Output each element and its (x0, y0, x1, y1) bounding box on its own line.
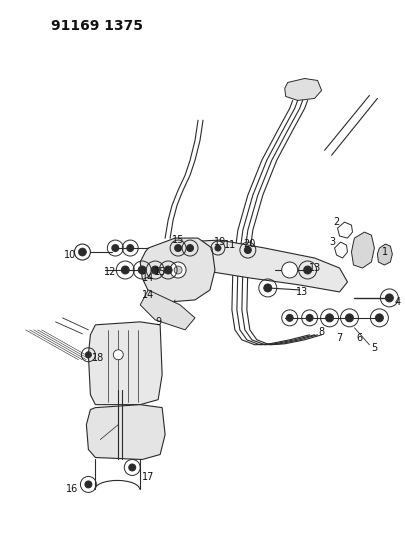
Text: 6: 6 (356, 333, 362, 343)
Circle shape (164, 266, 172, 274)
Polygon shape (140, 290, 195, 330)
Circle shape (306, 314, 313, 321)
Circle shape (113, 350, 123, 360)
Circle shape (386, 294, 393, 302)
Text: 10: 10 (64, 250, 77, 260)
Text: 11: 11 (224, 240, 236, 250)
Polygon shape (86, 405, 165, 459)
Circle shape (85, 481, 92, 488)
Circle shape (127, 245, 134, 252)
Circle shape (151, 266, 159, 274)
Circle shape (286, 314, 293, 321)
Text: 1: 1 (382, 247, 388, 257)
Circle shape (215, 245, 221, 251)
Circle shape (85, 352, 92, 358)
Text: 13: 13 (309, 263, 321, 273)
Polygon shape (88, 322, 162, 405)
Text: 2: 2 (333, 217, 340, 227)
Text: 15: 15 (172, 235, 184, 245)
Circle shape (187, 245, 194, 252)
Text: 16: 16 (66, 484, 79, 495)
Text: 20: 20 (244, 239, 256, 249)
Circle shape (112, 245, 119, 252)
Circle shape (129, 464, 136, 471)
Circle shape (175, 245, 181, 252)
Circle shape (79, 248, 86, 256)
Text: 19: 19 (214, 237, 226, 247)
Text: 3: 3 (330, 237, 336, 247)
Text: 15: 15 (154, 267, 166, 277)
Circle shape (304, 266, 311, 274)
Text: 91169 1375: 91169 1375 (51, 19, 143, 33)
Text: 14: 14 (142, 290, 154, 300)
Text: 4: 4 (394, 297, 401, 307)
Text: 17: 17 (142, 472, 154, 482)
Polygon shape (352, 232, 374, 268)
Text: 9: 9 (155, 317, 161, 327)
Circle shape (174, 266, 182, 274)
Circle shape (264, 284, 272, 292)
Polygon shape (285, 78, 322, 100)
Text: 5: 5 (371, 343, 377, 353)
Circle shape (75, 244, 90, 260)
Text: 8: 8 (318, 327, 325, 337)
Circle shape (244, 247, 252, 254)
Circle shape (282, 262, 298, 278)
Circle shape (121, 266, 129, 274)
Polygon shape (140, 238, 215, 302)
Circle shape (345, 314, 354, 322)
Text: 14: 14 (142, 273, 154, 283)
Text: 13: 13 (296, 287, 308, 297)
Text: 7: 7 (337, 333, 343, 343)
Polygon shape (377, 244, 392, 265)
Circle shape (170, 262, 186, 278)
Circle shape (375, 314, 384, 322)
Text: 18: 18 (92, 353, 104, 363)
Circle shape (326, 314, 334, 322)
Text: 12: 12 (104, 267, 117, 277)
Polygon shape (148, 240, 347, 292)
Circle shape (138, 266, 146, 274)
